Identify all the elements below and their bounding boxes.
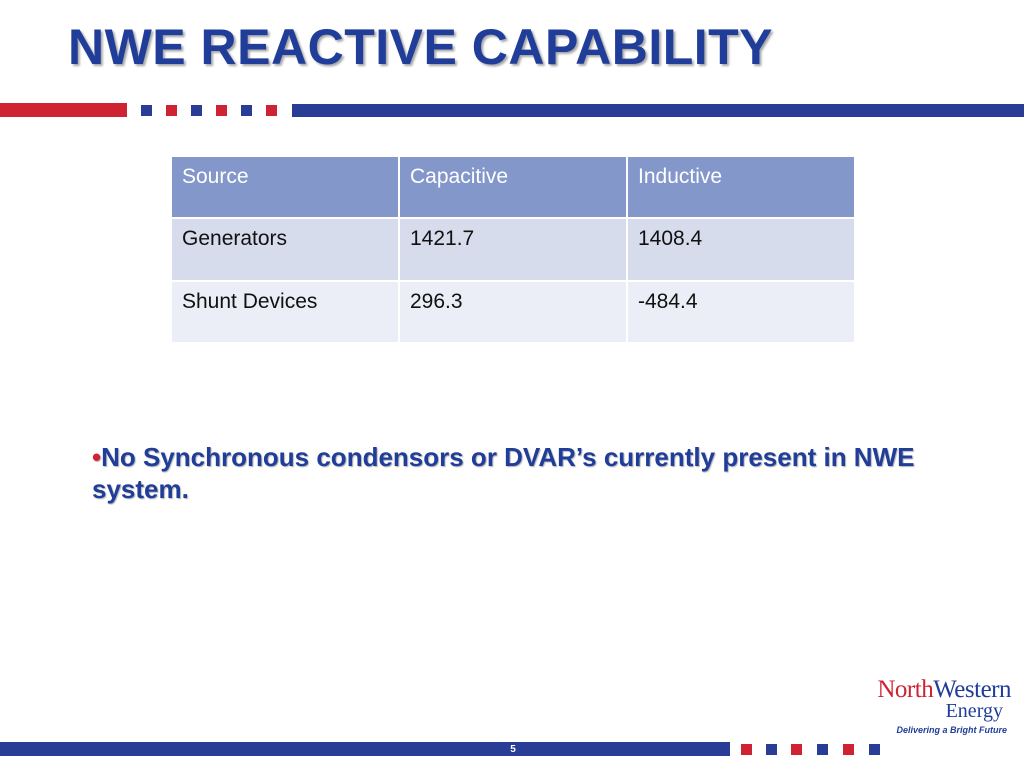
divider-square [741, 744, 752, 755]
header-inductive: Inductive [626, 155, 856, 219]
divider-square [191, 105, 202, 116]
logo-wordmark: NorthWestern [877, 676, 1011, 704]
divider-square [266, 105, 277, 116]
table-header-row: Source Capacitive Inductive [170, 155, 856, 219]
cell-source: Shunt Devices [170, 280, 400, 344]
northwestern-energy-logo: NorthWestern Energy Delivering a Bright … [855, 676, 1015, 742]
divider-square [241, 105, 252, 116]
divider-square [843, 744, 854, 755]
cell-capacitive: 296.3 [398, 280, 628, 344]
logo-energy: Energy [945, 700, 1003, 722]
cell-capacitive: 1421.7 [398, 217, 628, 282]
reactive-capability-table: Source Capacitive Inductive Generators 1… [170, 155, 856, 344]
divider-square [791, 744, 802, 755]
divider-square [141, 105, 152, 116]
divider-square [216, 105, 227, 116]
cell-source: Generators [170, 217, 400, 282]
divider-square [166, 105, 177, 116]
logo-tagline: Delivering a Bright Future [896, 725, 1007, 735]
bottom-divider-blue-bar [0, 742, 730, 756]
slide-title: NWE REACTIVE CAPABILITY [68, 19, 774, 75]
top-divider-red-bar [0, 103, 127, 117]
logo-western: Western [933, 676, 1011, 703]
bullet-marker: • [92, 442, 102, 472]
header-source: Source [170, 155, 400, 219]
logo-north: North [877, 676, 934, 703]
page-number: 5 [510, 744, 516, 755]
divider-square [766, 744, 777, 755]
header-capacitive: Capacitive [398, 155, 628, 219]
divider-square [869, 744, 880, 755]
cell-inductive: -484.4 [626, 280, 856, 344]
table-row: Shunt Devices 296.3 -484.4 [170, 280, 856, 344]
bullet-point: •No Synchronous condensors or DVAR’s cur… [92, 441, 942, 505]
table-row: Generators 1421.7 1408.4 [170, 217, 856, 282]
top-divider-blue-bar [292, 104, 1024, 117]
divider-square [817, 744, 828, 755]
cell-inductive: 1408.4 [626, 217, 856, 282]
bullet-text: No Synchronous condensors or DVAR’s curr… [92, 442, 915, 504]
